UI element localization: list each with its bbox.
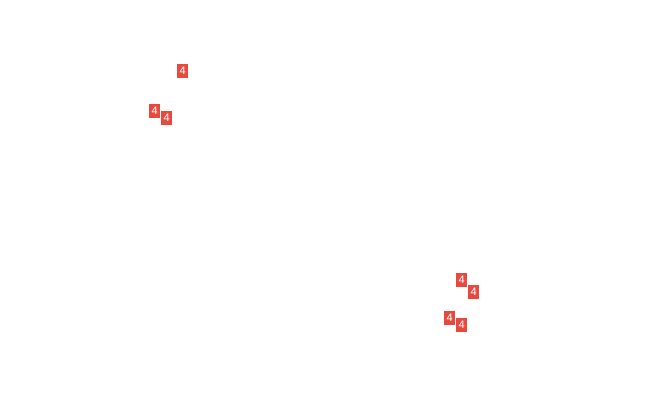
cluster-marker-badge[interactable]: 4: [456, 318, 467, 332]
cluster-marker-badge[interactable]: 4: [444, 311, 455, 325]
cluster-marker-badge[interactable]: 4: [456, 273, 467, 287]
cluster-marker-badge[interactable]: 4: [149, 104, 160, 118]
cluster-marker-badge[interactable]: 4: [177, 64, 188, 78]
cluster-marker-badge[interactable]: 4: [468, 285, 479, 299]
cluster-marker-badge[interactable]: 4: [161, 111, 172, 125]
